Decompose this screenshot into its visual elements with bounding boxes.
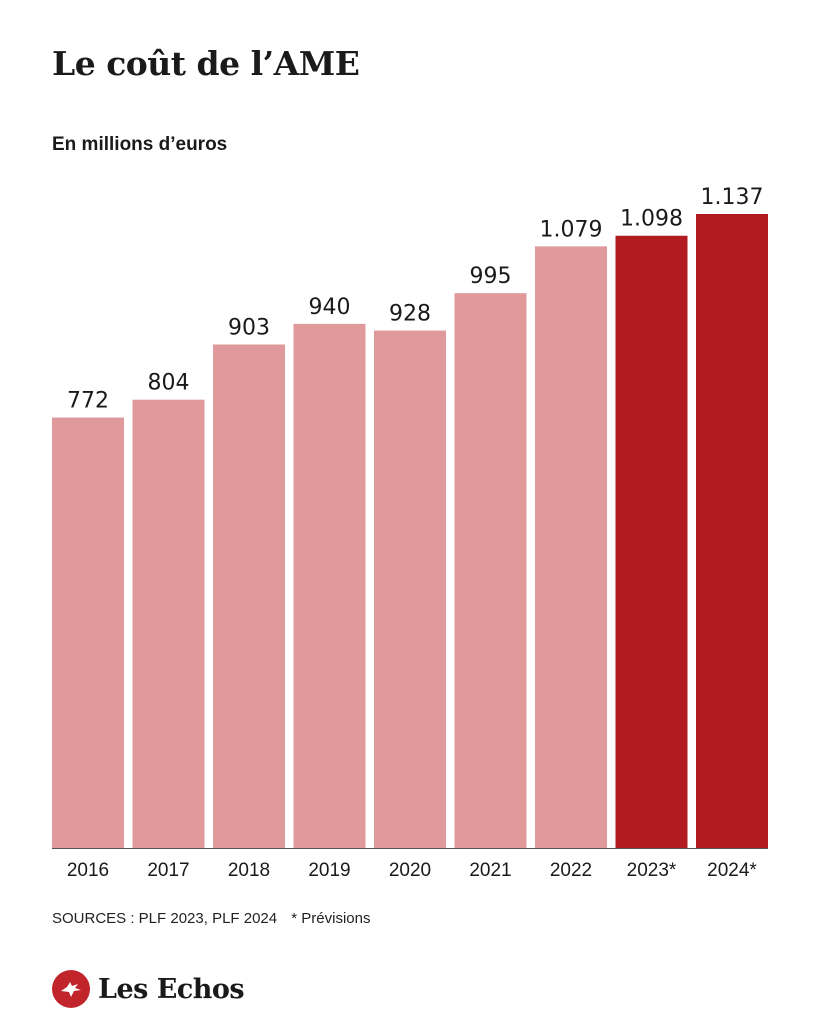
sources-line: SOURCES : PLF 2023, PLF 2024 * Prévision…: [52, 910, 371, 927]
value-label: 772: [67, 389, 109, 414]
x-tick-label: 2023*: [627, 860, 677, 881]
chart-subtitle: En millions d’euros: [52, 134, 228, 155]
bar-2023: [615, 235, 688, 848]
bar-2018: [213, 344, 285, 848]
chart-title: Le coût de l’AME: [52, 44, 360, 83]
sources-text: SOURCES : PLF 2023, PLF 2024: [52, 910, 278, 927]
x-tick-label: 2018: [228, 860, 270, 881]
bar-2017: [132, 399, 205, 848]
value-label: 928: [389, 302, 431, 327]
x-tick-label: 2019: [308, 860, 350, 881]
bar-chart: 772 2016 804 2017 903 2018 940 2019 928 2020 995 20…: [52, 185, 768, 881]
forecast-note: * Prévisions: [291, 910, 371, 927]
value-label: 940: [309, 295, 351, 320]
x-tick-label: 2024*: [707, 860, 757, 881]
bar-2016: [52, 417, 124, 848]
bar-2024: [696, 214, 768, 848]
value-label: 1.137: [701, 185, 764, 210]
bar-2019: [293, 323, 366, 848]
bar-2021: [454, 293, 527, 848]
logo-emblem-icon: [52, 970, 90, 1008]
x-tick-label: 2020: [389, 860, 431, 881]
x-tick-label: 2017: [147, 860, 189, 881]
value-label: 995: [470, 264, 512, 289]
bar-2020: [374, 330, 446, 848]
value-label: 804: [148, 371, 190, 396]
value-label: 903: [228, 315, 270, 340]
x-tick-label: 2022: [550, 860, 592, 881]
logo-text: Les Echos: [98, 973, 245, 1005]
x-tick-label: 2016: [67, 860, 109, 881]
value-label: 1.079: [540, 217, 603, 242]
x-tick-label: 2021: [469, 860, 511, 881]
value-label: 1.098: [620, 207, 683, 232]
les-echos-logo: Les Echos: [52, 970, 245, 1008]
bar-2022: [535, 246, 607, 848]
